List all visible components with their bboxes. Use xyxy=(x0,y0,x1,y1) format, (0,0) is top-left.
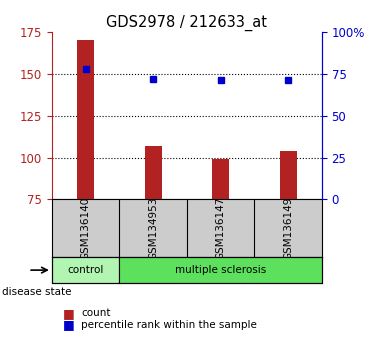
Text: control: control xyxy=(67,265,104,275)
Bar xyxy=(145,146,162,199)
Text: GSM136147: GSM136147 xyxy=(216,196,226,260)
Text: percentile rank within the sample: percentile rank within the sample xyxy=(81,320,257,330)
Bar xyxy=(212,159,229,199)
Text: ■: ■ xyxy=(63,307,75,320)
Text: GSM136149: GSM136149 xyxy=(283,196,293,260)
Text: GSM136140: GSM136140 xyxy=(81,196,91,260)
Title: GDS2978 / 212633_at: GDS2978 / 212633_at xyxy=(106,14,268,30)
Bar xyxy=(280,151,297,199)
Bar xyxy=(77,40,94,199)
Text: multiple sclerosis: multiple sclerosis xyxy=(175,265,266,275)
Text: GSM134953: GSM134953 xyxy=(148,196,158,260)
Bar xyxy=(52,257,119,283)
Bar xyxy=(119,257,322,283)
Text: disease state: disease state xyxy=(2,287,71,297)
Text: count: count xyxy=(81,308,111,318)
Text: ■: ■ xyxy=(63,319,75,331)
